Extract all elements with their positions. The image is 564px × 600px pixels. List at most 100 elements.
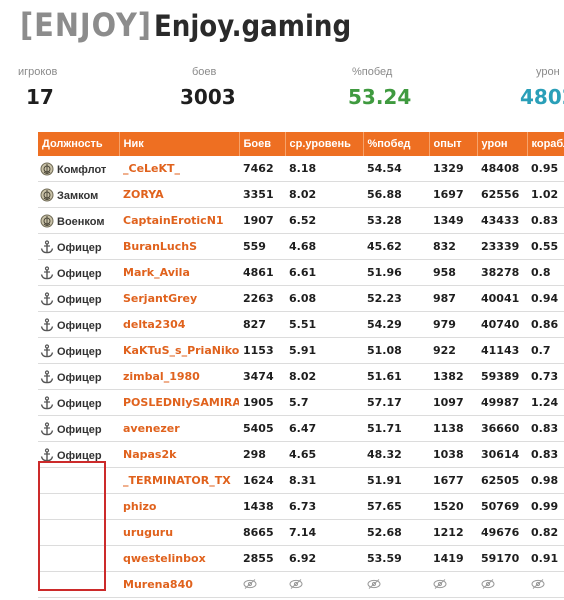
stat-value: 17	[26, 85, 54, 109]
member-damage	[477, 571, 527, 598]
clan-name: Enjoy.gaming	[153, 9, 352, 43]
member-ships: 0.55	[527, 233, 564, 260]
member-battles: 3474	[239, 363, 285, 390]
member-nick-link[interactable]: Murena840	[119, 571, 239, 598]
eye-crossed-icon	[433, 579, 447, 589]
table-row: Офицер Mark_Avila 4861 6.61 51.96 958 38278 0.8	[38, 259, 564, 286]
member-avg-tier: 6.52	[285, 207, 363, 234]
member-nick-link[interactable]: qwestelinbox	[119, 545, 239, 572]
member-winrate: 52.68	[363, 519, 429, 546]
member-nick-link[interactable]: phizo	[119, 493, 239, 520]
anchor-icon	[40, 291, 54, 306]
member-nick-link[interactable]: Mark_Avila	[119, 259, 239, 286]
column-header-nick[interactable]: Ник	[119, 132, 240, 156]
member-exp: 1097	[429, 389, 477, 416]
member-avg-tier: 4.68	[285, 233, 363, 260]
column-header-winrate[interactable]: %побед	[363, 132, 430, 156]
member-role: Офицер	[38, 259, 119, 286]
member-role: Офицер	[38, 415, 119, 442]
admiral-emblem-icon	[40, 188, 54, 202]
member-avg-tier: 8.18	[285, 156, 363, 182]
member-damage: 59170	[477, 545, 527, 572]
member-avg-tier: 5.51	[285, 311, 363, 338]
member-damage: 59389	[477, 363, 527, 390]
member-battles: 298	[239, 441, 285, 468]
member-battles: 5405	[239, 415, 285, 442]
member-nick-link[interactable]: POSLEDNIySAMIRAI	[119, 389, 239, 416]
member-damage: 23339	[477, 233, 527, 260]
eye-crossed-icon	[531, 579, 545, 589]
member-avg-tier: 6.47	[285, 415, 363, 442]
table-row: Комфлот _CeLeKT_ 7462 8.18 54.54 1329 48408 0.9…	[38, 156, 564, 182]
member-battles: 559	[239, 233, 285, 260]
member-nick-link[interactable]: uruguru	[119, 519, 239, 546]
member-role: Офицер	[38, 389, 119, 416]
stat-value: 4802	[520, 85, 564, 109]
column-header-exp[interactable]: опыт	[429, 132, 478, 156]
member-battles: 7462	[239, 156, 285, 182]
member-battles: 4861	[239, 259, 285, 286]
column-header-ships[interactable]: корабл	[527, 132, 564, 156]
member-nick-link[interactable]: delta2304	[119, 311, 239, 338]
table-row: Военком CaptainEroticN1 1907 6.52 53.28 1349 4…	[38, 207, 564, 234]
member-damage: 62505	[477, 467, 527, 494]
member-nick-link[interactable]: CaptainEroticN1	[119, 207, 239, 234]
member-exp: 832	[429, 233, 477, 260]
member-ships: 0.83	[527, 207, 564, 234]
member-avg-tier: 8.31	[285, 467, 363, 494]
anchor-icon	[40, 395, 54, 410]
table-header-row: Должность Ник Боев ср.уровень %побед опы…	[38, 132, 564, 156]
table-row: Офицер avenezer 5405 6.47 51.71 1138 36660 0.83	[38, 415, 564, 442]
member-avg-tier: 6.08	[285, 285, 363, 312]
column-header-battles[interactable]: Боев	[239, 132, 286, 156]
member-exp: 1520	[429, 493, 477, 520]
member-nick-link[interactable]: SerjantGrey	[119, 285, 239, 312]
member-nick-link[interactable]: avenezer	[119, 415, 239, 442]
member-ships: 0.82	[527, 519, 564, 546]
table-row: Офицер POSLEDNIySAMIRAI 1905 5.7 57.17 1097 49…	[38, 389, 564, 416]
member-role-label: Офицер	[57, 397, 102, 410]
member-avg-tier	[285, 571, 363, 598]
anchor-icon	[40, 239, 54, 254]
member-exp: 922	[429, 337, 477, 364]
member-nick-link[interactable]: BuranLuchS	[119, 233, 239, 260]
member-battles: 827	[239, 311, 285, 338]
column-header-role[interactable]: Должность	[38, 132, 120, 156]
stat-winrate: %побед 53.24	[348, 66, 411, 109]
member-ships: 0.86	[527, 311, 564, 338]
member-winrate: 51.96	[363, 259, 429, 286]
eye-crossed-icon	[243, 579, 257, 589]
member-role: Офицер	[38, 441, 119, 468]
member-nick-link[interactable]: _TERMINATOR_TX	[119, 467, 239, 494]
stat-value: 53.24	[348, 85, 412, 109]
member-exp: 1038	[429, 441, 477, 468]
clan-tag: [ENJOY]	[20, 6, 152, 44]
member-nick-link[interactable]: Napas2k	[119, 441, 239, 468]
member-role-label: Офицер	[57, 449, 102, 462]
member-avg-tier: 4.65	[285, 441, 363, 468]
member-damage: 36660	[477, 415, 527, 442]
member-ships: 0.73	[527, 363, 564, 390]
member-avg-tier: 5.91	[285, 337, 363, 364]
member-winrate: 53.59	[363, 545, 429, 572]
stat-battles: боев 3003	[180, 66, 236, 109]
member-role-label: Военком	[57, 215, 105, 228]
table-row: Замком ZORYA 3351 8.02 56.88 1697 62556 1.02	[38, 181, 564, 208]
stat-label: боев	[192, 66, 217, 78]
member-nick-link[interactable]: KaKTuS_s_PriaNikom	[119, 337, 239, 364]
member-ships: 0.8	[527, 259, 564, 286]
member-ships: 0.91	[527, 545, 564, 572]
member-exp: 979	[429, 311, 477, 338]
member-nick-link[interactable]: zimbal_1980	[119, 363, 239, 390]
column-header-damage[interactable]: урон	[477, 132, 528, 156]
eye-crossed-icon	[481, 579, 495, 589]
member-battles: 1907	[239, 207, 285, 234]
member-nick-link[interactable]: ZORYA	[119, 181, 239, 208]
column-header-avg-tier[interactable]: ср.уровень	[285, 132, 364, 156]
member-exp	[429, 571, 477, 598]
member-role-label: Офицер	[57, 371, 102, 384]
member-nick-link[interactable]: _CeLeKT_	[119, 156, 239, 182]
member-damage: 48408	[477, 156, 527, 182]
member-exp: 1382	[429, 363, 477, 390]
member-damage: 38278	[477, 259, 527, 286]
